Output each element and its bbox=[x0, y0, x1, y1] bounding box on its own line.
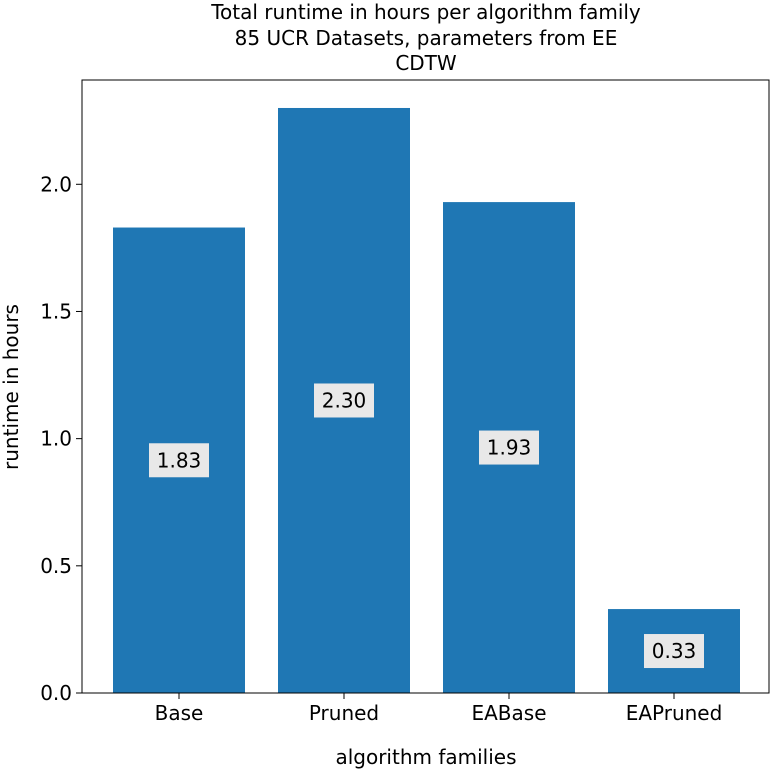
x-axis-label: algorithm families bbox=[335, 745, 516, 769]
data-label-box bbox=[479, 430, 539, 465]
chart-title-line-3: CDTW bbox=[395, 51, 457, 75]
x-axis: Base Pruned EABase EAPruned bbox=[155, 693, 723, 725]
chart-title-line-1: Total runtime in hours per algorithm fam… bbox=[210, 0, 641, 24]
y-tick-label: 0.5 bbox=[40, 554, 72, 578]
y-tick-label: 1.0 bbox=[40, 427, 72, 451]
x-tick-label: EABase bbox=[471, 701, 546, 725]
x-tick-label: EAPruned bbox=[626, 701, 723, 725]
bars-layer bbox=[113, 107, 740, 694]
y-tick-label: 2.0 bbox=[40, 172, 72, 196]
y-axis: 0.0 0.5 1.0 1.5 2.0 bbox=[40, 172, 82, 705]
y-axis-label: runtime in hours bbox=[0, 304, 23, 470]
x-tick-label: Pruned bbox=[309, 701, 379, 725]
data-label: 2.30 bbox=[322, 388, 367, 412]
data-label: 1.93 bbox=[487, 436, 532, 460]
y-tick-label: 1.5 bbox=[40, 299, 72, 323]
y-tick-label: 0.0 bbox=[40, 681, 72, 705]
chart-title-line-2: 85 UCR Datasets, parameters from EE bbox=[235, 26, 618, 50]
data-label-box bbox=[644, 634, 704, 669]
plot-frame bbox=[81, 79, 770, 694]
data-labels-layer: 1.83 2.30 1.93 0.33 bbox=[149, 383, 704, 669]
chart-title: Total runtime in hours per algorithm fam… bbox=[210, 0, 641, 75]
data-label-box bbox=[314, 383, 374, 418]
x-tick-label: Base bbox=[155, 701, 204, 725]
data-label-box bbox=[149, 443, 209, 478]
data-label: 0.33 bbox=[652, 639, 697, 663]
data-label: 1.83 bbox=[157, 448, 202, 472]
